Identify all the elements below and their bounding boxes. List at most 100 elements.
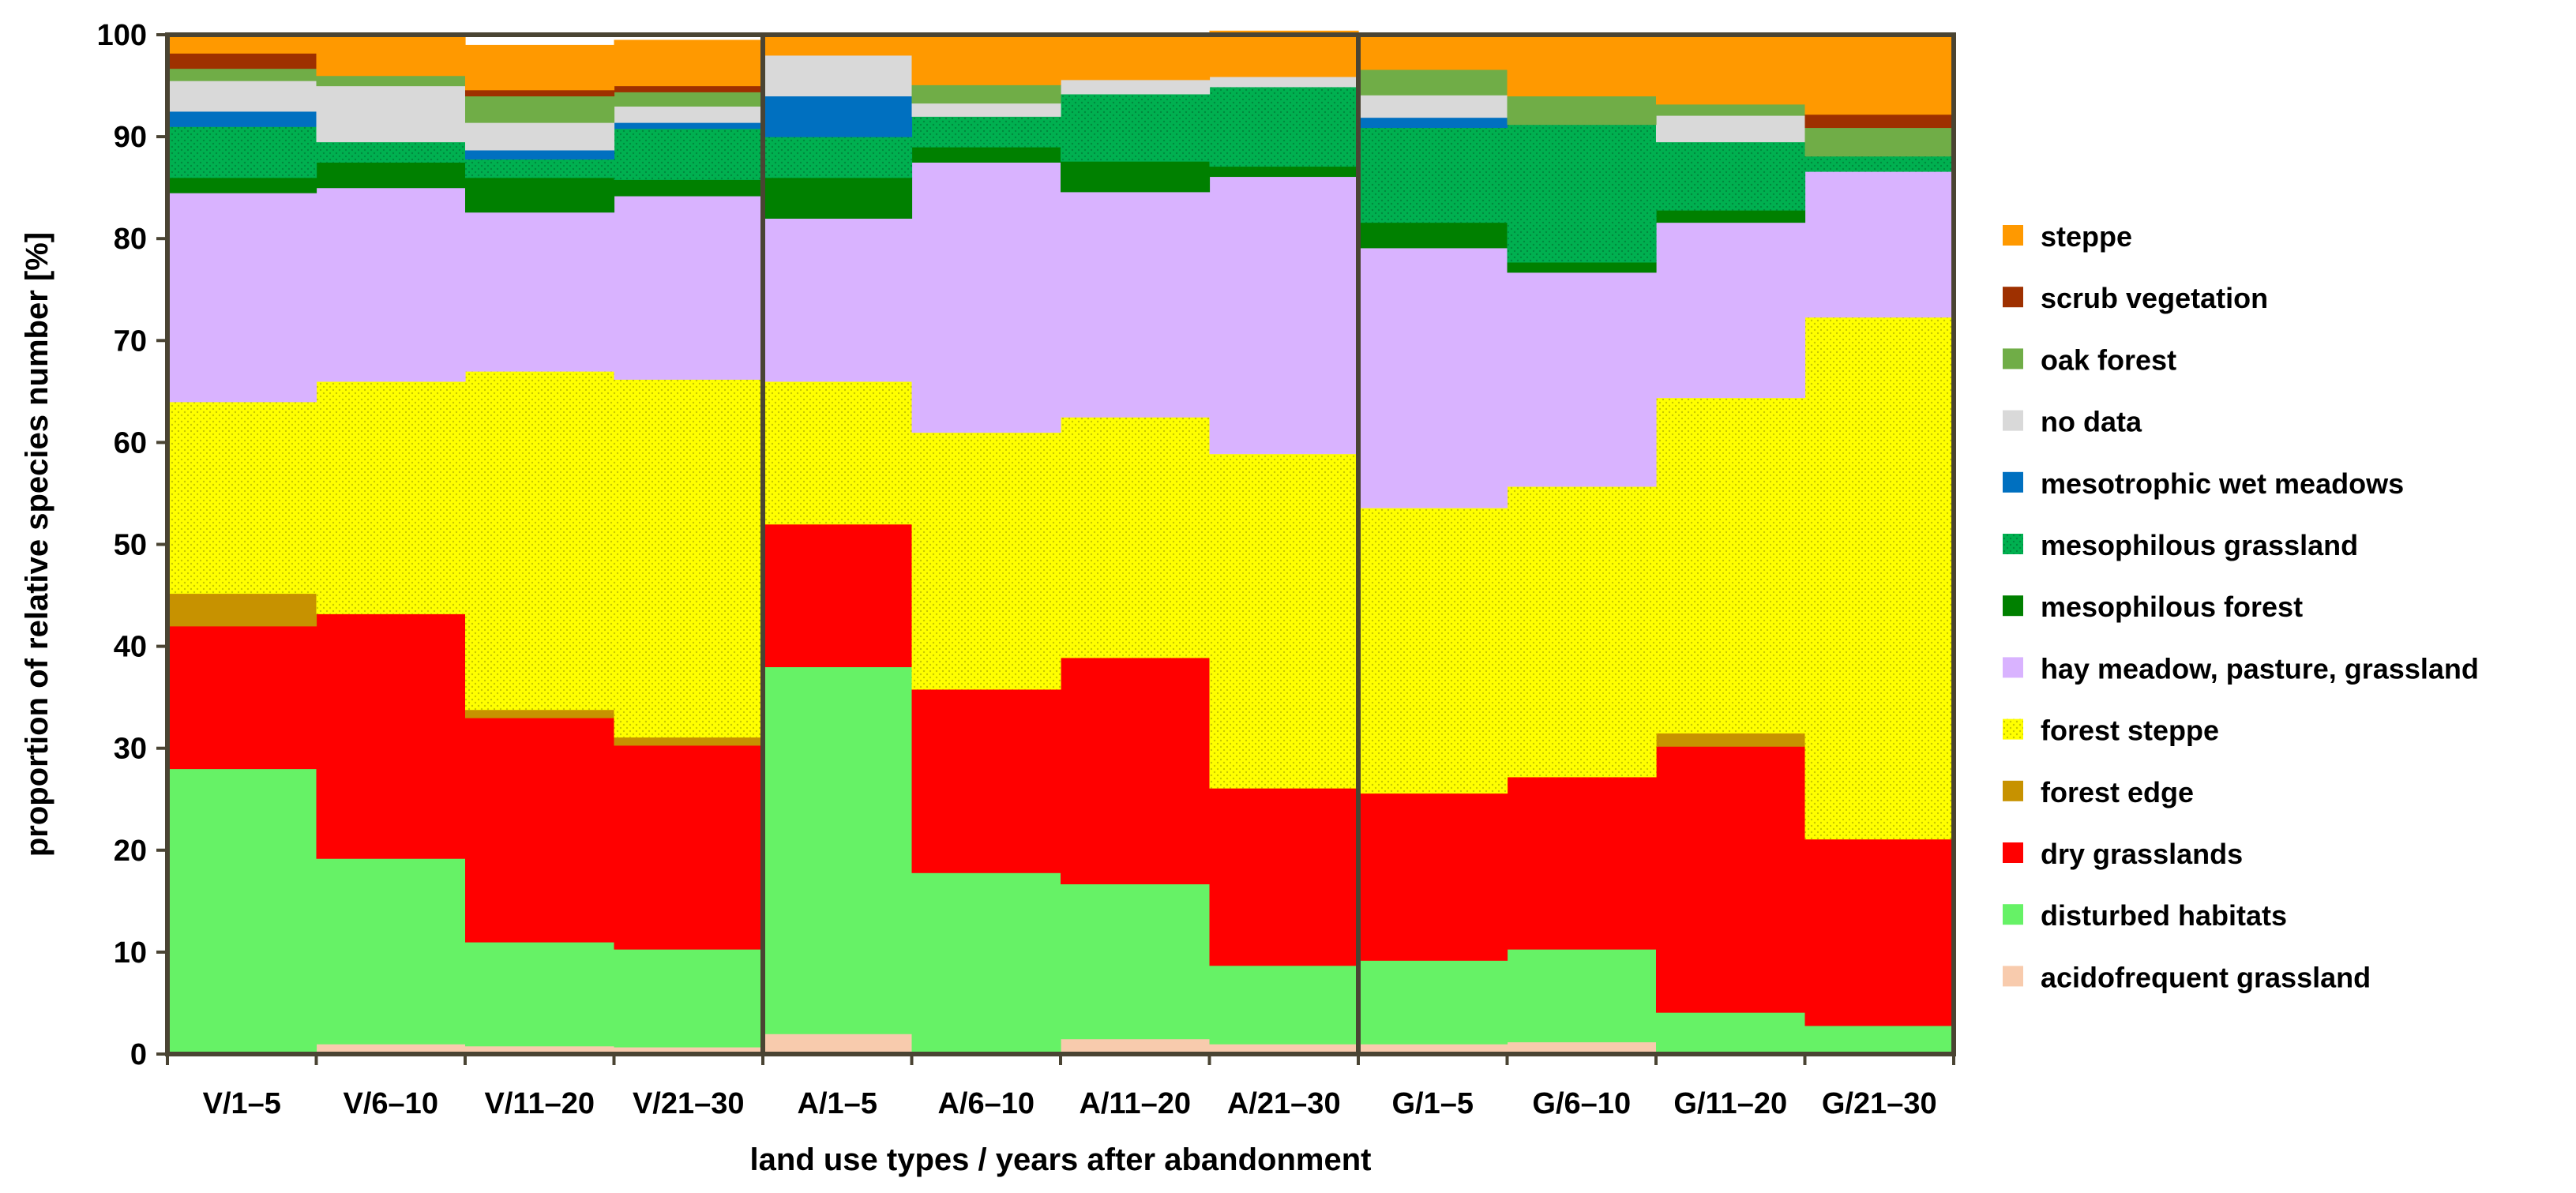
bar-segment	[763, 1034, 913, 1055]
bar-segment	[911, 116, 1061, 148]
bar-segment	[763, 137, 913, 178]
legend-swatch	[2003, 904, 2023, 925]
bar-segment-fill	[763, 96, 913, 137]
bar-segment-fill	[465, 941, 615, 1047]
legend-item: forest edge	[2003, 776, 2194, 808]
bar-segment-fill	[465, 709, 615, 718]
bar-segment	[911, 688, 1061, 873]
x-axis-title: land use types / years after abandonment	[750, 1142, 1372, 1177]
bar-segment	[1656, 35, 1806, 105]
legend-swatch	[2003, 966, 2023, 987]
bar-segment-fill	[1061, 191, 1211, 418]
x-tick-label: G/6–10	[1532, 1087, 1631, 1120]
bar-segment	[1656, 397, 1806, 733]
bar-segment	[1209, 30, 1359, 77]
bar-segment	[1804, 317, 1955, 840]
bar-segment-fill	[316, 75, 466, 87]
bar-segment-fill	[167, 81, 317, 112]
bar-segment-fill	[614, 39, 764, 87]
bar-segment-fill	[316, 187, 466, 382]
bar-segment-fill	[465, 717, 615, 943]
bar-segment-fill	[1358, 69, 1508, 96]
legend-swatch-texture	[2003, 534, 2023, 554]
bar-segment	[1804, 156, 1955, 172]
legend-label: forest steppe	[2041, 715, 2219, 747]
bar-segment-fill	[167, 68, 317, 81]
bar-segment	[1061, 657, 1211, 885]
legend-swatch	[2003, 657, 2023, 678]
bar-segment-fill	[167, 35, 317, 54]
bar-segment-fill	[1656, 1012, 1806, 1055]
bar-segment-texture	[911, 116, 1061, 148]
bar-segment-fill	[1507, 261, 1657, 273]
bar-segment-texture	[1358, 508, 1508, 794]
legend-label: forest edge	[2041, 776, 2194, 808]
legend-swatch	[2003, 595, 2023, 617]
bar-segment-fill	[614, 949, 764, 1048]
bar-segment-fill	[911, 103, 1061, 117]
y-tick-label: 60	[114, 426, 147, 460]
bar-segment-fill	[1209, 76, 1359, 88]
bar-segment	[1507, 35, 1657, 97]
bar-segment	[614, 39, 764, 87]
legend: steppe scrub vegetation oak forest no data m…	[2003, 220, 2479, 993]
bar-segment-fill	[614, 122, 764, 129]
bar-segment-fill	[1209, 965, 1359, 1045]
legend-swatch	[2003, 842, 2023, 863]
y-tick-label: 30	[114, 733, 147, 766]
bar-segment-fill	[1209, 176, 1359, 455]
bar-segment-texture	[1061, 93, 1211, 162]
bar-segment-fill	[1656, 210, 1806, 223]
bar-segment-fill	[763, 54, 913, 97]
bar-segment-fill	[465, 44, 615, 91]
bar-segment-texture	[1061, 417, 1211, 658]
bar-segment	[911, 35, 1061, 85]
bar-segment	[614, 745, 764, 950]
bar-segment	[1656, 733, 1806, 747]
bar-segment	[1209, 76, 1359, 88]
x-tick-label: A/21–30	[1227, 1087, 1341, 1120]
bar-segment	[1358, 247, 1508, 508]
y-tick-label: 80	[114, 223, 147, 256]
bar-segment-fill	[465, 122, 615, 151]
bar-segment-fill	[167, 193, 317, 403]
x-tick-label: G/11–20	[1673, 1087, 1787, 1120]
bar-segment-fill	[1804, 171, 1955, 318]
bar-segment-texture	[614, 128, 764, 180]
bar-segment	[911, 84, 1061, 104]
legend-swatch	[2003, 471, 2023, 493]
bar-segment-fill	[1061, 657, 1211, 885]
bar-segment	[316, 141, 466, 163]
legend-item: disturbed habitats	[2003, 899, 2287, 932]
bar-segment-texture	[1507, 486, 1657, 778]
bar-segment	[763, 96, 913, 137]
bar-segment	[316, 858, 466, 1045]
bar-segment-texture	[763, 381, 913, 525]
legend-item: acidofrequent grassland	[2003, 961, 2371, 993]
bar-segment-fill	[1804, 35, 1955, 115]
bar-segment-texture	[1358, 127, 1508, 223]
bar-segment-fill	[911, 688, 1061, 873]
bar-segment-fill	[1358, 222, 1508, 249]
bar-segment-fill	[1507, 776, 1657, 950]
bar-segment	[1209, 965, 1359, 1045]
y-tick-label: 0	[130, 1038, 147, 1071]
bar-segment	[1656, 141, 1806, 211]
bar-segment-fill	[1061, 1038, 1211, 1055]
y-tick-label: 70	[114, 325, 147, 358]
x-tick-label: A/6–10	[937, 1087, 1035, 1120]
bar-segment	[763, 35, 913, 56]
bar-segment	[763, 177, 913, 219]
bar-segment-fill	[1061, 161, 1211, 193]
bar-segment	[1656, 114, 1806, 143]
bar-segment	[167, 401, 317, 595]
bar-segment	[1358, 508, 1508, 794]
bar-segment-fill	[1061, 35, 1211, 81]
bar-segment	[167, 625, 317, 770]
legend-label: mesophilous grassland	[2041, 529, 2358, 561]
y-tick-label: 50	[114, 529, 147, 562]
bar-segment	[316, 381, 466, 614]
bar-segment-fill	[465, 96, 615, 123]
bar-segment-texture	[1209, 453, 1359, 789]
bar-segment-fill	[614, 92, 764, 107]
